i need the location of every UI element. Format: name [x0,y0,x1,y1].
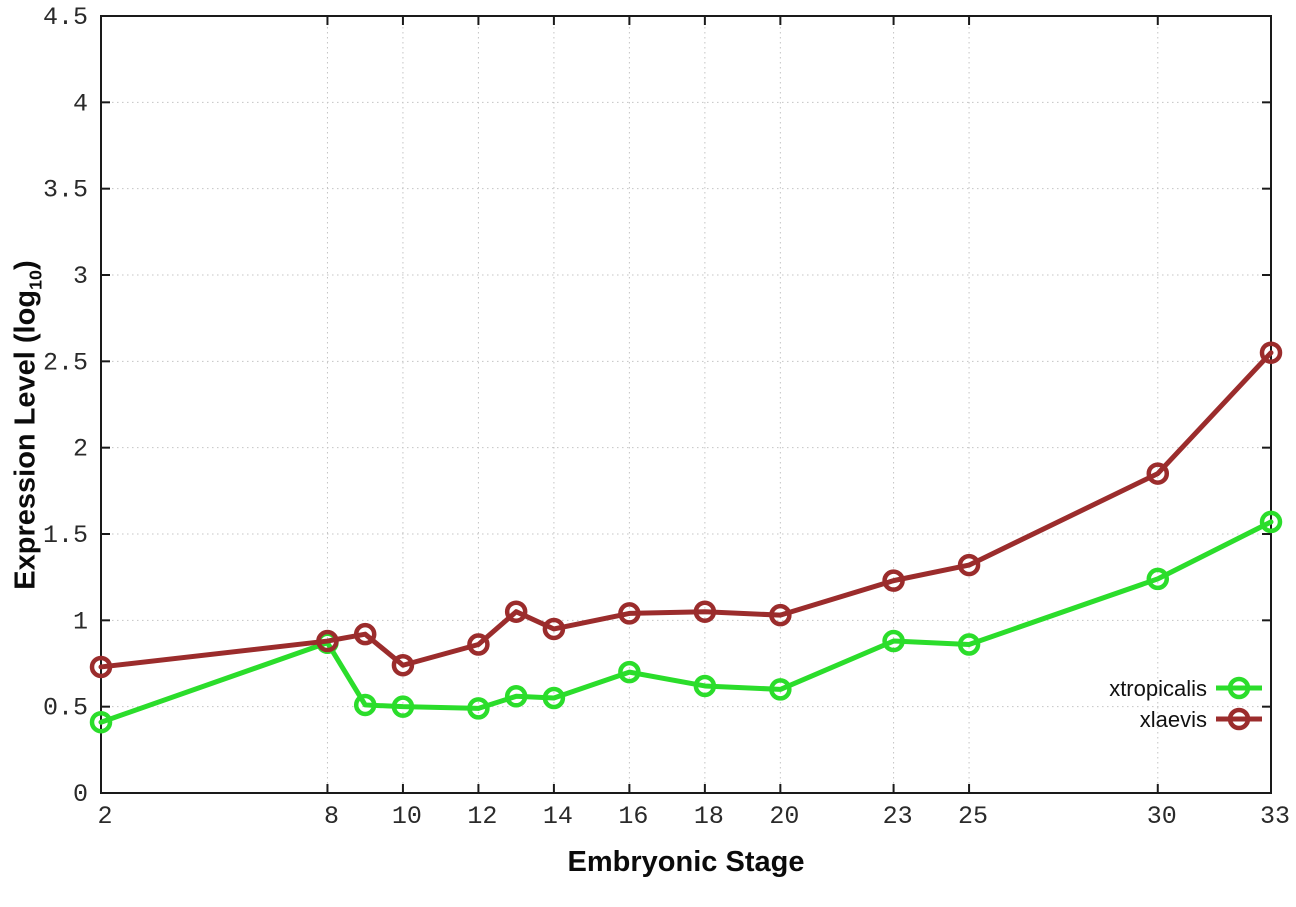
x-axis-title: Embryonic Stage [101,846,1271,879]
legend-marker-xtropicalis [1227,676,1251,700]
x-tick-label: 20 [769,802,799,831]
legend-marker-xlaevis [1227,707,1251,731]
y-tick-label: 4.5 [43,3,88,32]
y-axis-title: Expression Level (log10) [10,260,47,589]
x-tick-label: 18 [694,802,724,831]
data-point-xlaevis [542,617,566,641]
data-point-xtropicalis [769,678,792,701]
data-point-xlaevis [391,653,415,677]
legend-label-xtropicalis: xtropicalis [1109,676,1207,701]
x-tick-label: 10 [392,802,422,831]
data-point-xlaevis [882,569,905,592]
data-point-xtropicalis [618,660,641,684]
data-point-xlaevis [769,603,792,627]
data-point-xlaevis [89,655,113,679]
y-tick-label: 0 [73,780,88,809]
data-point-xlaevis [618,602,641,625]
x-tick-label: 16 [618,802,648,831]
y-tick-label: 0.5 [43,694,88,723]
data-point-xlaevis [693,600,717,623]
data-point-xlaevis [467,633,490,656]
legend-label-xlaevis: xlaevis [1140,707,1207,732]
data-point-xtropicalis [1259,510,1283,534]
y-tick-label: 1 [73,607,88,636]
y-axis-title-end: ) [9,260,42,270]
data-point-xlaevis [353,622,377,646]
x-tick-label: 12 [467,802,497,831]
data-point-xtropicalis [89,710,113,734]
data-point-xtropicalis [353,693,377,717]
data-point-xlaevis [1146,462,1170,485]
y-axis-title-main: Expression Level (log [9,289,42,590]
x-tick-label: 2 [97,802,112,831]
y-tick-label: 2 [73,435,88,464]
data-point-xtropicalis [957,633,981,656]
x-axis-title-text: Embryonic Stage [567,846,805,878]
y-tick-label: 3 [73,262,88,291]
data-point-xtropicalis [882,629,905,653]
data-point-xlaevis [504,600,528,623]
y-tick-label: 1.5 [43,521,88,550]
data-point-xlaevis [1259,341,1283,364]
data-point-xtropicalis [467,697,490,720]
series-line-xtropicalis [98,519,1274,725]
x-tick-label: 14 [543,802,573,831]
x-tick-label: 30 [1147,802,1177,831]
y-tick-label: 4 [73,89,88,118]
data-point-xtropicalis [693,674,717,698]
data-point-xlaevis [957,553,981,577]
x-tick-label: 8 [324,802,339,831]
x-tick-label: 23 [883,802,913,831]
data-point-xtropicalis [391,695,415,718]
y-axis-title-sub: 10 [25,269,46,290]
data-point-xtropicalis [1146,567,1170,591]
x-tick-label: 25 [958,802,988,831]
series-line-xlaevis [98,350,1274,670]
data-point-xlaevis [316,629,339,653]
data-point-xtropicalis [542,686,566,710]
x-tick-label: 33 [1260,802,1290,831]
y-tick-label: 2.5 [43,348,88,377]
y-tick-label: 3.5 [43,176,88,205]
plot-border [100,15,1272,794]
data-point-xtropicalis [504,685,528,708]
